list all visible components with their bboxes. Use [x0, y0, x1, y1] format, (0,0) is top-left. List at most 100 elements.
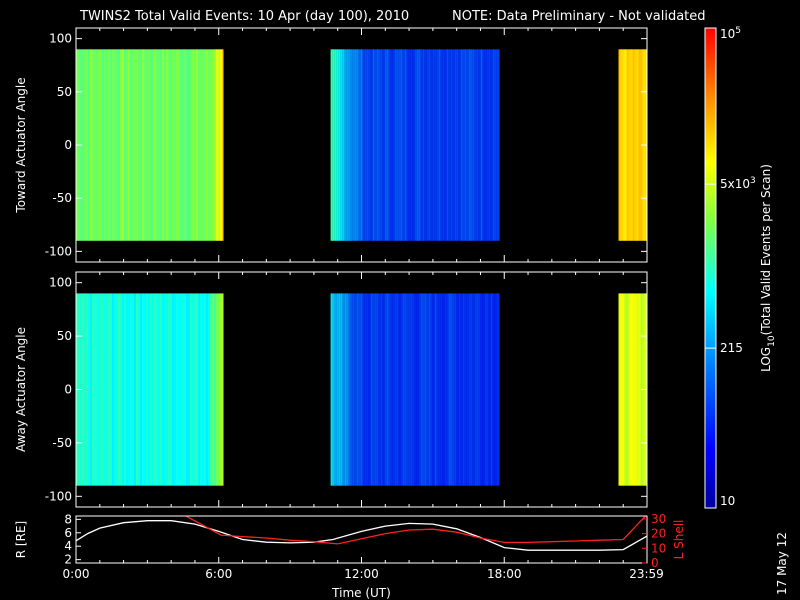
heatmap-column [424, 293, 427, 486]
y-tick-label: 50 [57, 329, 72, 343]
heatmap-column [348, 49, 351, 241]
heatmap-column [218, 293, 220, 486]
heatmap-column [218, 49, 220, 241]
heatmap-column [204, 49, 206, 241]
heatmap-column [468, 293, 471, 486]
heatmap-column [628, 49, 631, 241]
heatmap-column [88, 293, 90, 486]
heatmap-column [334, 293, 337, 486]
heatmap-column [210, 49, 212, 241]
heatmap-column [136, 49, 138, 241]
heatmap-column [378, 49, 381, 241]
heatmap-column [356, 293, 359, 486]
heatmap-column [154, 293, 156, 486]
heatmap-column [144, 49, 146, 241]
heatmap-column [384, 49, 387, 241]
heatmap-column [344, 293, 347, 486]
heatmap-column [428, 293, 431, 486]
heatmap-column [194, 49, 196, 241]
heatmap-column [180, 49, 182, 241]
heatmap-column [388, 49, 391, 241]
heatmap-column [620, 49, 623, 241]
heatmap-column [460, 49, 463, 241]
heatmap-column [392, 293, 395, 486]
y-tick-label: -100 [45, 489, 72, 503]
heatmap-column [398, 293, 401, 486]
heatmap-column [488, 293, 491, 486]
colorbar-gradient [705, 28, 716, 508]
heatmap-column [390, 49, 393, 241]
heatmap-column [396, 293, 399, 486]
heatmap-column [176, 49, 178, 241]
heatmap-column [120, 293, 122, 486]
heatmap-column [354, 49, 357, 241]
heatmap-column [426, 293, 429, 486]
y-tick-label: -100 [45, 244, 72, 258]
heatmap-column [140, 293, 142, 486]
y-tick-label: -50 [52, 191, 72, 205]
heatmap-column [484, 49, 487, 241]
heatmap-column [352, 293, 355, 486]
heatmap-column [498, 49, 500, 241]
heatmap-column [638, 293, 641, 486]
colorbar-label: LOG10(Total Valid Events per Scan) [759, 164, 777, 372]
heatmap-column [138, 49, 140, 241]
heatmap-column [430, 293, 433, 486]
heatmap-column [470, 49, 473, 241]
heatmap-column [86, 49, 88, 241]
heatmap-column [456, 293, 459, 486]
heatmap-column [452, 49, 455, 241]
heatmap-column [406, 49, 409, 241]
heatmap-column [188, 49, 190, 241]
heatmap-column [396, 49, 399, 241]
heatmap-column [486, 293, 489, 486]
heatmap-column [198, 49, 200, 241]
heatmap-column [464, 293, 467, 486]
heatmap-column [618, 293, 621, 486]
heatmap-column [194, 293, 196, 486]
heatmap-column [634, 49, 637, 241]
heatmap-column [366, 293, 369, 486]
heatmap-column [210, 293, 212, 486]
heatmap-column [168, 49, 170, 241]
heatmap-column [184, 293, 186, 486]
heatmap-column [472, 49, 475, 241]
heatmap-column [618, 49, 621, 241]
heatmap-column [330, 293, 333, 486]
heatmap-column [400, 49, 403, 241]
heatmap-column [200, 293, 202, 486]
heatmap-column [476, 49, 479, 241]
toward-axis-ticks: 100 50 0 -50 -100 [45, 28, 648, 262]
colorbar-tick-label: 10 [720, 494, 735, 508]
heatmap-column [636, 293, 639, 486]
heatmap-column [638, 49, 641, 241]
l-shell-tick-label: 20 [651, 527, 666, 541]
heatmap-column [428, 49, 431, 241]
l-shell-tick-label: 0 [651, 556, 659, 570]
heatmap-column [492, 293, 495, 486]
r-tick-label: 6 [64, 526, 72, 540]
heatmap-column [440, 49, 443, 241]
heatmap-column [496, 49, 499, 241]
x-tick-label: 23:59 [629, 567, 664, 581]
heatmap-column [496, 293, 499, 486]
heatmap-column [376, 49, 379, 241]
heatmap-column [206, 49, 208, 241]
heatmap-column [142, 49, 144, 241]
heatmap-column [624, 293, 627, 486]
heatmap-column [480, 293, 483, 486]
heatmap-column [110, 293, 112, 486]
heatmap-column [82, 49, 84, 241]
r-tick-label: 8 [64, 512, 72, 526]
l-shell-axis-label: L Shell [672, 520, 686, 560]
heatmap-column [448, 49, 451, 241]
heatmap-column [216, 293, 218, 486]
colorbar-tick-label: 5x103 [720, 176, 756, 191]
heatmap-column [434, 49, 437, 241]
heatmap-column [206, 293, 208, 486]
heatmap-column [124, 49, 126, 241]
x-tick-label: 6:00 [205, 567, 232, 581]
heatmap-column [208, 49, 210, 241]
heatmap-column [84, 293, 86, 486]
